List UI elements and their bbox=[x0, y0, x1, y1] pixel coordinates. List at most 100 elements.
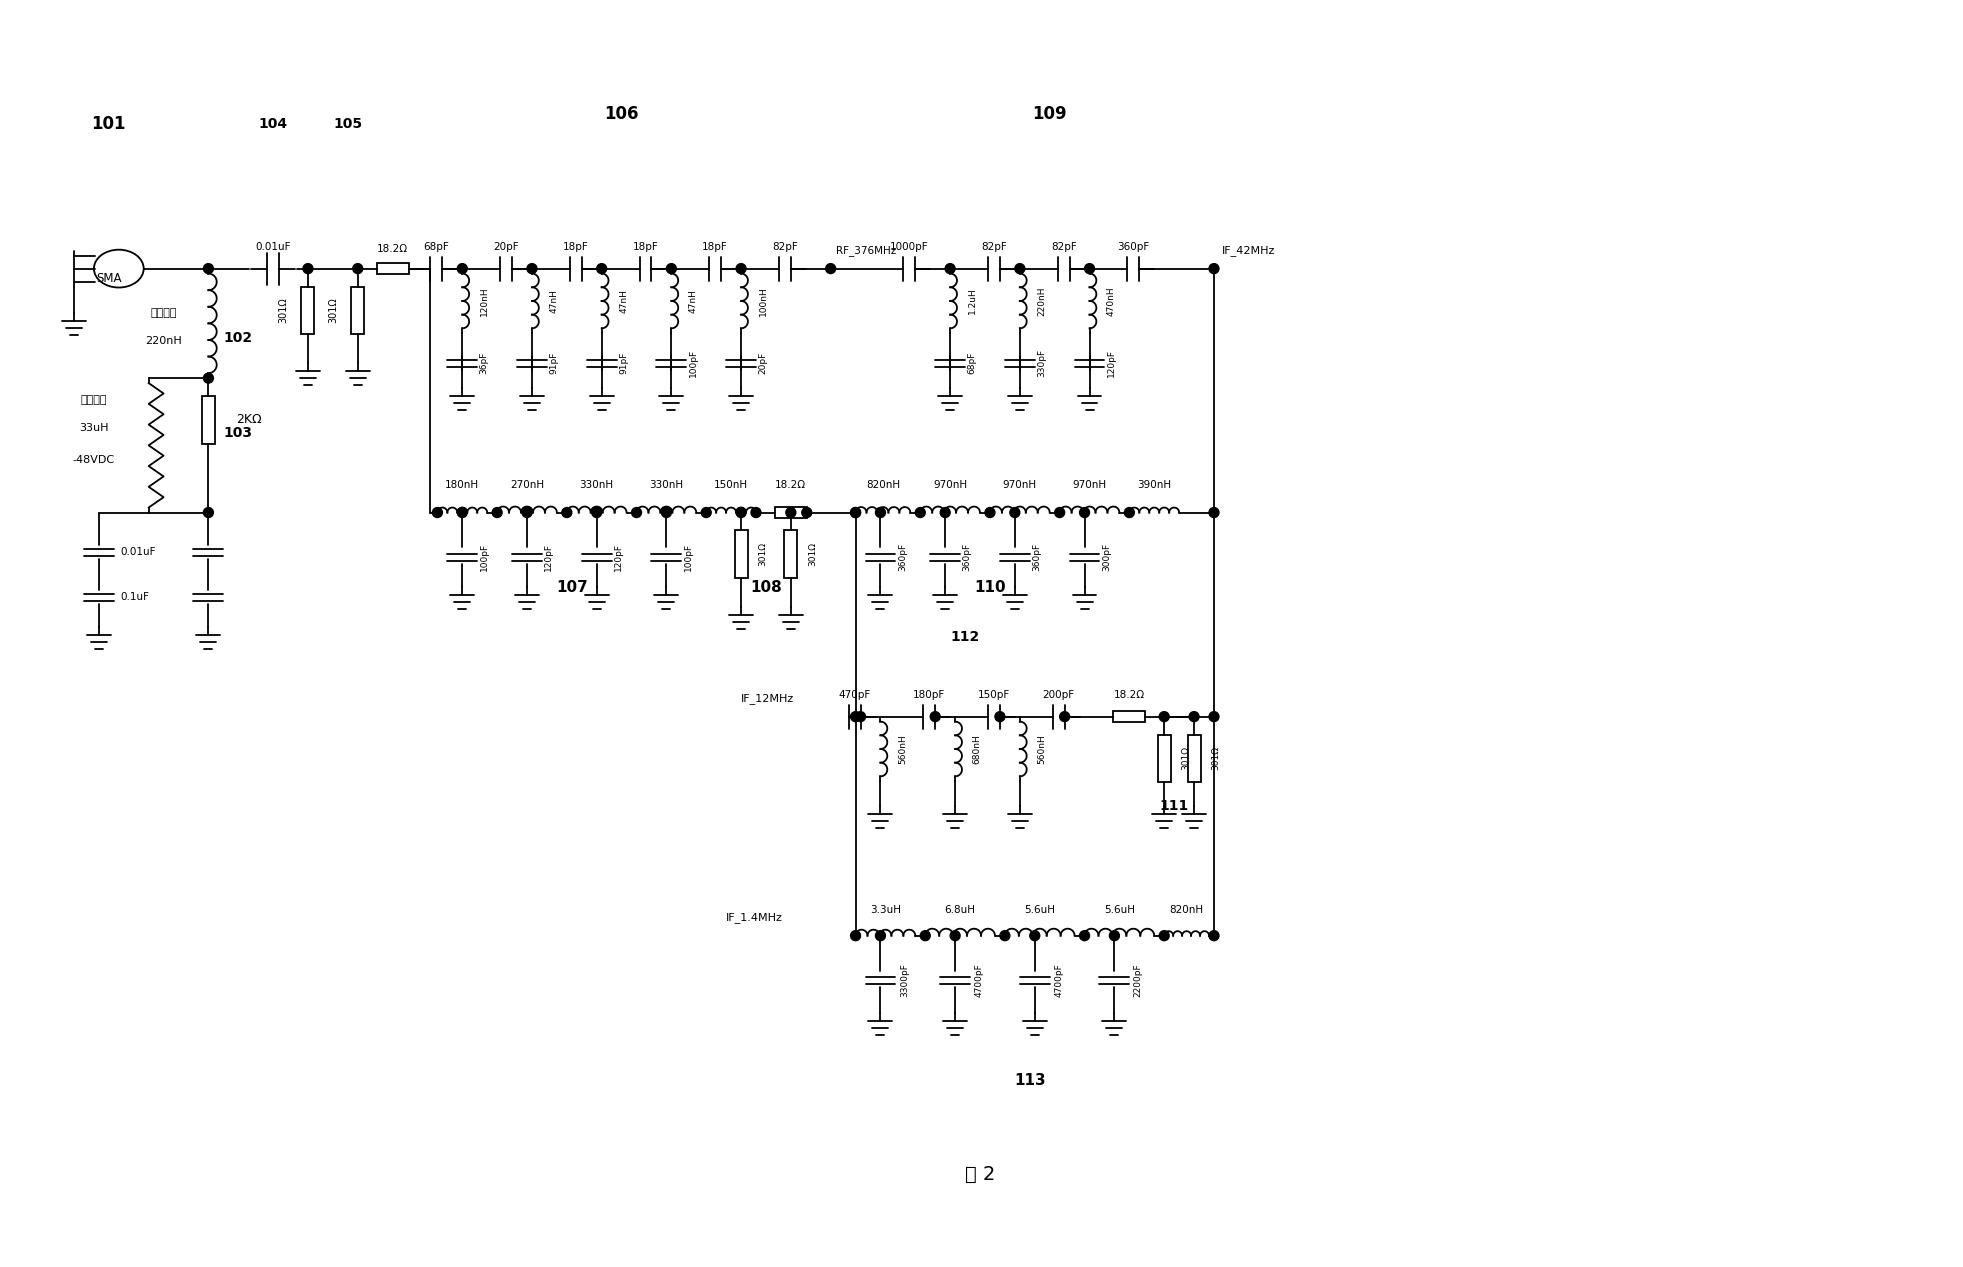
Text: 68pF: 68pF bbox=[968, 352, 976, 374]
Text: 3.3uH: 3.3uH bbox=[870, 905, 901, 915]
Text: 360pF: 360pF bbox=[897, 544, 907, 571]
Text: -48VDC: -48VDC bbox=[73, 455, 116, 465]
Text: 301Ω: 301Ω bbox=[809, 542, 817, 566]
Text: 109: 109 bbox=[1033, 105, 1068, 123]
Text: 108: 108 bbox=[750, 580, 781, 594]
Text: 180nH: 180nH bbox=[446, 480, 479, 489]
Text: 220nH: 220nH bbox=[1036, 286, 1046, 315]
Circle shape bbox=[921, 931, 930, 940]
Text: 330pF: 330pF bbox=[1036, 350, 1046, 378]
Text: 360pF: 360pF bbox=[1117, 242, 1150, 252]
Circle shape bbox=[522, 508, 532, 517]
Text: 970nH: 970nH bbox=[932, 480, 968, 489]
Circle shape bbox=[1080, 931, 1089, 940]
Text: 560nH: 560nH bbox=[897, 734, 907, 764]
Text: 图 2: 图 2 bbox=[966, 1166, 995, 1185]
Circle shape bbox=[875, 508, 885, 517]
Text: 820nH: 820nH bbox=[1170, 905, 1203, 915]
Text: 功率电感: 功率电感 bbox=[80, 395, 108, 405]
Bar bbox=[377, 264, 408, 274]
Circle shape bbox=[940, 508, 950, 517]
Circle shape bbox=[930, 712, 940, 722]
Circle shape bbox=[856, 712, 866, 722]
Text: 18.2Ω: 18.2Ω bbox=[1113, 689, 1144, 699]
Circle shape bbox=[457, 508, 467, 517]
Text: 301Ω: 301Ω bbox=[279, 298, 289, 323]
Circle shape bbox=[1015, 264, 1025, 274]
Text: 360pF: 360pF bbox=[1033, 544, 1040, 571]
Text: 100pF: 100pF bbox=[479, 544, 489, 571]
Circle shape bbox=[1109, 931, 1119, 940]
Circle shape bbox=[432, 508, 442, 517]
Text: 330nH: 330nH bbox=[650, 480, 683, 489]
Circle shape bbox=[597, 264, 607, 274]
Bar bbox=[775, 507, 807, 518]
Text: 150pF: 150pF bbox=[978, 689, 1011, 699]
Circle shape bbox=[1160, 931, 1170, 940]
Text: 390nH: 390nH bbox=[1137, 480, 1172, 489]
Circle shape bbox=[875, 931, 885, 940]
Text: 100pF: 100pF bbox=[689, 350, 697, 378]
Circle shape bbox=[1209, 264, 1219, 274]
Circle shape bbox=[665, 264, 677, 274]
Text: 120pF: 120pF bbox=[1107, 350, 1115, 378]
Text: RF_376MHz: RF_376MHz bbox=[836, 246, 895, 256]
Text: 220nH: 220nH bbox=[145, 336, 183, 346]
Text: 106: 106 bbox=[605, 105, 638, 123]
Text: 47nH: 47nH bbox=[618, 289, 628, 313]
Text: 470pF: 470pF bbox=[838, 689, 872, 699]
Circle shape bbox=[915, 508, 925, 517]
Text: 301Ω: 301Ω bbox=[758, 542, 768, 566]
Text: IF_12MHz: IF_12MHz bbox=[742, 693, 795, 704]
Text: 560nH: 560nH bbox=[1036, 734, 1046, 764]
Text: 2KΩ: 2KΩ bbox=[236, 413, 261, 427]
Text: 47nH: 47nH bbox=[689, 289, 697, 313]
Circle shape bbox=[1060, 712, 1070, 722]
Circle shape bbox=[561, 508, 571, 517]
Circle shape bbox=[632, 508, 642, 517]
Text: 101: 101 bbox=[92, 115, 126, 133]
Text: 100pF: 100pF bbox=[683, 544, 693, 571]
Circle shape bbox=[353, 264, 363, 274]
Text: 空心电感: 空心电感 bbox=[151, 308, 177, 318]
Circle shape bbox=[526, 264, 538, 274]
Text: 470nH: 470nH bbox=[1107, 286, 1115, 315]
Circle shape bbox=[204, 508, 214, 517]
Text: 120nH: 120nH bbox=[479, 286, 489, 315]
Text: 82pF: 82pF bbox=[982, 242, 1007, 252]
Circle shape bbox=[493, 508, 503, 517]
Text: 820nH: 820nH bbox=[866, 480, 899, 489]
Text: 68pF: 68pF bbox=[424, 242, 450, 252]
Text: 301Ω: 301Ω bbox=[1211, 746, 1221, 770]
Text: 4700pF: 4700pF bbox=[1054, 964, 1064, 997]
Circle shape bbox=[850, 931, 860, 940]
Text: 91pF: 91pF bbox=[618, 352, 628, 374]
Text: 103: 103 bbox=[224, 426, 253, 440]
Text: 270nH: 270nH bbox=[510, 480, 544, 489]
Bar bbox=[1113, 711, 1144, 722]
Circle shape bbox=[850, 508, 860, 517]
Text: 105: 105 bbox=[334, 118, 363, 132]
Text: 970nH: 970nH bbox=[1072, 480, 1107, 489]
Circle shape bbox=[1209, 712, 1219, 722]
Text: 330nH: 330nH bbox=[579, 480, 614, 489]
Circle shape bbox=[826, 264, 836, 274]
Circle shape bbox=[736, 508, 746, 517]
Text: 18.2Ω: 18.2Ω bbox=[377, 243, 408, 253]
Circle shape bbox=[1080, 508, 1089, 517]
Circle shape bbox=[801, 508, 813, 517]
Circle shape bbox=[752, 508, 762, 517]
Text: 110: 110 bbox=[974, 580, 1005, 594]
Bar bbox=[1188, 735, 1201, 782]
Circle shape bbox=[1125, 508, 1135, 517]
Text: 18.2Ω: 18.2Ω bbox=[775, 480, 807, 489]
Text: 200pF: 200pF bbox=[1042, 689, 1074, 699]
Circle shape bbox=[1160, 712, 1170, 722]
Text: 3300pF: 3300pF bbox=[899, 963, 909, 997]
Text: 112: 112 bbox=[950, 630, 980, 644]
Bar bbox=[351, 286, 365, 334]
Text: 18pF: 18pF bbox=[632, 242, 658, 252]
Circle shape bbox=[985, 508, 995, 517]
Circle shape bbox=[850, 508, 860, 517]
Text: 36pF: 36pF bbox=[479, 352, 489, 374]
